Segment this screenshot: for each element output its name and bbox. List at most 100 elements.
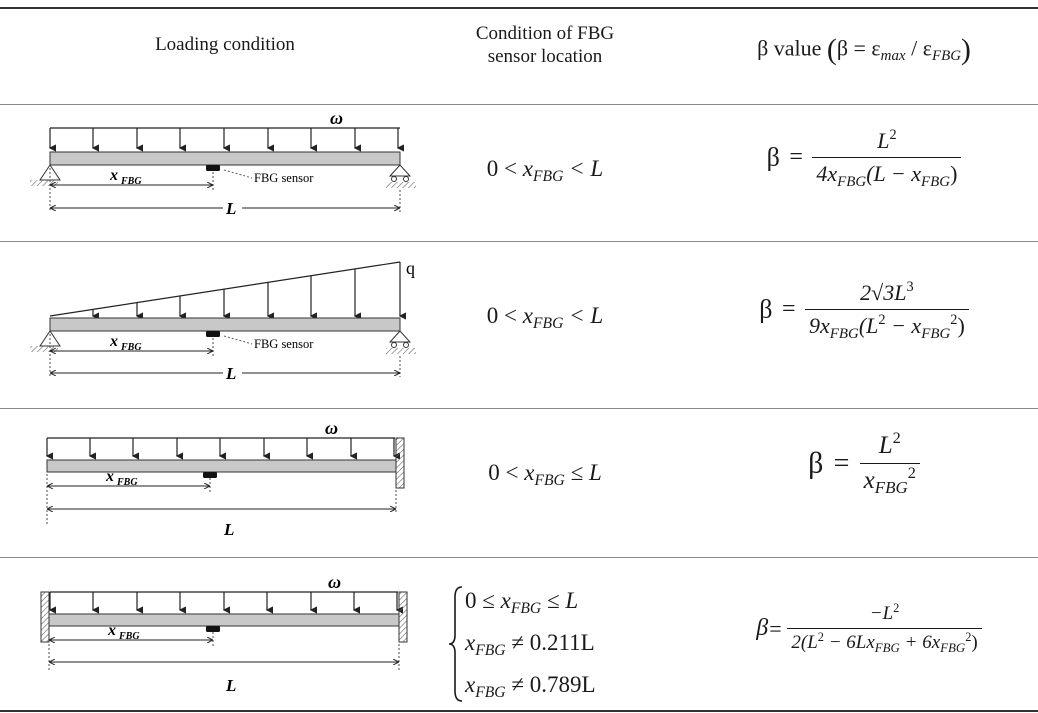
cond-var: x [522,303,533,328]
row-3-condition: 0 < xFBG ≤ L [430,460,660,489]
cond-lhs: 0 ≤ [465,588,495,613]
den-sub: FBG [874,640,900,656]
x-fbg-sub-label: FBG [120,176,142,187]
den-sub2: FBG [940,640,966,656]
beta-fraction: 2√3L3 9xFBG(L2 − xFBG2) [805,279,969,342]
den-mid: (L − x [866,161,921,186]
beta-symbol: β [759,294,773,324]
L-label: L [223,520,234,539]
cond-rhs: ≠ 0.789L [511,672,596,697]
den-post: ) [950,161,958,186]
num-sup: 3 [906,279,914,296]
den-pre: 2(L [791,632,818,653]
row-4-conditions: 0 ≤ xFBG ≤ L xFBG ≠ 0.211L xFBG ≠ 0.789L [465,581,695,707]
brace-condition-1: 0 ≤ xFBG ≤ L [465,581,695,623]
den-sub2: FBG [921,173,951,190]
den-mid2: + 6x [899,632,941,653]
row-2-condition: 0 < xFBG < L [430,303,660,332]
beta-denominator: 4xFBG(L − xFBG) [812,157,962,190]
cond-rhs: ≤ L [546,588,579,613]
cond-sub: FBG [475,684,506,701]
den-sup: 2 [907,464,916,483]
beta-fraction: −L2 2(L2 − 6LxFBG + 6xFBG2) [787,600,982,656]
row-1-condition: 0 < xFBG < L [430,156,660,185]
row-3-rule [0,557,1038,558]
den-sub: FBG [829,325,859,342]
diagram-simply-supported-uniform: ω x FBG FBG sensor L [30,112,416,218]
num-sup: 2 [893,600,900,615]
x-fbg-sub-label: FBG [120,342,142,353]
beta-symbol: β [766,142,780,172]
x-fbg-sub-label: FBG [118,631,140,642]
fbg-sensor-label: FBG sensor [254,171,314,185]
header-beta-fbg-sub: FBG [931,48,962,65]
row-1-rule [0,241,1038,242]
den-sup2: 2 [950,312,958,329]
den-pre: 4x [816,161,838,186]
brace-condition-2: xFBG ≠ 0.211L [465,623,695,665]
x-fbg-label: x [109,167,118,184]
row-2-rule [0,408,1038,409]
header-beta: β value (β = εmax / εFBG) [690,34,1038,66]
den-mid: (L [858,313,879,338]
L-label: L [225,364,236,383]
L-label: L [225,676,236,695]
den-post: ) [957,313,965,338]
den-sub: FBG [874,478,908,498]
cond-var: x [524,460,535,485]
beta-eq: = [769,615,782,641]
cond-sub: FBG [510,600,542,617]
den-sup2: 2 [965,629,972,644]
cond-lhs: 0 < [486,156,518,181]
brace-condition-3: xFBG ≠ 0.789L [465,665,695,707]
cond-var: x [500,588,511,613]
header-condition-line1: Condition of FBG [475,23,615,44]
cond-rhs: ≤ L [570,460,602,485]
cond-var: x [522,156,533,181]
diagram-cantilever-uniform: ω x FBG L [45,418,405,539]
num-base: 2√3L [860,280,907,305]
num-base: −L [869,603,894,624]
beta-fraction: L2 xFBG2 [859,429,920,498]
den-sup: 2 [878,312,886,329]
cond-sub: FBG [533,168,564,185]
beta-eq: = [833,447,850,479]
cond-lhs: 0 < [488,460,519,485]
header-rule [0,104,1038,105]
beta-numerator: −L2 [866,600,904,628]
row-2-beta-formula: β = 2√3L3 9xFBG(L2 − xFBG2) [690,279,1038,342]
x-fbg-label: x [105,468,114,485]
cond-rhs: ≠ 0.211L [511,630,595,655]
fbg-sensor-label: FBG sensor [254,337,314,351]
beta-numerator: 2√3L3 [856,279,917,309]
beta-fraction: L2 4xFBG(L − xFBG) [812,127,962,190]
beta-denominator: 2(L2 − 6LxFBG + 6xFBG2) [787,628,982,656]
row-1-beta-formula: β = L2 4xFBG(L − xFBG) [690,127,1038,190]
beta-symbol: β [808,446,824,480]
header-beta-label: β value [757,35,822,61]
num-base: L [877,128,890,153]
omega-label: ω [325,418,338,438]
den-sub: FBG [837,173,867,190]
cond-var: x [465,672,476,697]
omega-label: ω [330,112,343,128]
row-3-beta-formula: β = L2 xFBG2 [690,429,1038,498]
num-base: L [878,432,893,459]
x-fbg-label: x [107,622,116,639]
omega-label: ω [328,572,341,592]
row-4-beta-formula: β= −L2 2(L2 − 6LxFBG + 6xFBG2) [700,600,1038,656]
diagram-fixed-fixed-uniform: ω x FBG L [40,572,408,695]
header-beta-def: β = ε [836,35,881,61]
cond-lhs: 0 < [486,303,518,328]
cond-rhs: < L [569,303,604,328]
den-sup: 2 [817,629,824,644]
cond-sub: FBG [533,315,564,332]
header-beta-slash: / ε [905,35,932,61]
cond-sub: FBG [475,642,506,659]
header-beta-open-paren: ( [826,34,837,66]
cond-rhs: < L [569,156,604,181]
beta-numerator: L2 [873,127,900,157]
den-mid2: − x [885,313,922,338]
q-label: q [406,258,415,278]
x-fbg-sub-label: FBG [116,477,138,488]
